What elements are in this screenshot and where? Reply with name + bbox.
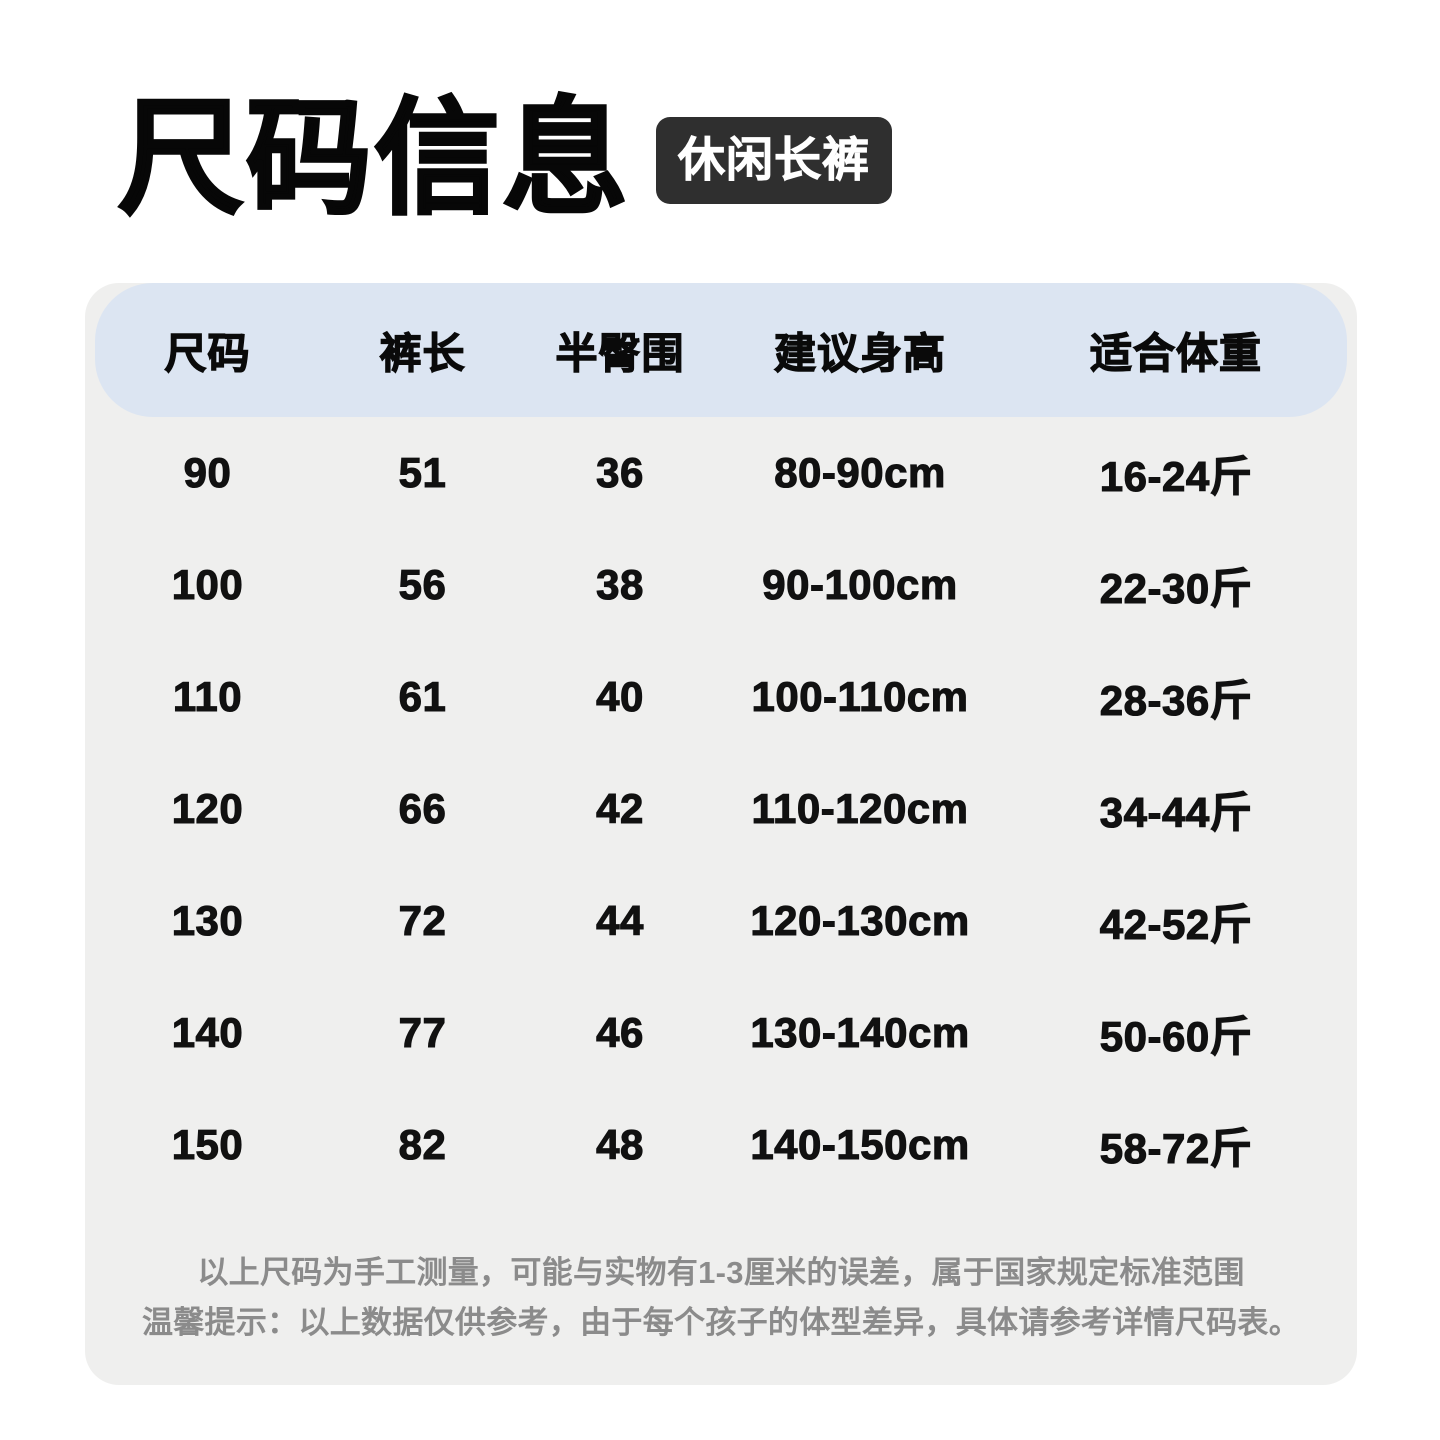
cell-weight: 22-30斤 [1099, 564, 1253, 612]
size-table-card: 尺码 裤长 半臀围 建议身高 适合体重 90 51 36 80-90cm 16-… [85, 283, 1357, 1385]
cell-weight: 28-36斤 [1099, 676, 1253, 724]
cell-size: 100 [171, 560, 244, 608]
column-header-half-hip: 半臀围 [555, 329, 685, 377]
note-reference-reminder: 温馨提示：以上数据仅供参考，由于每个孩子的体型差异，具体请参考详情尺码表。 [141, 1305, 1301, 1341]
cell-height: 140-150cm [750, 1120, 970, 1168]
cell-length: 72 [398, 896, 447, 944]
cell-half-hip: 44 [596, 896, 644, 944]
table-row: 90 51 36 80-90cm 16-24斤 [95, 417, 1347, 529]
cell-size: 150 [171, 1120, 244, 1168]
cell-size: 120 [171, 784, 244, 832]
cell-height: 120-130cm [750, 896, 970, 944]
column-header-pants-length: 裤长 [379, 329, 466, 377]
size-table-header-row: 尺码 裤长 半臀围 建议身高 适合体重 [95, 283, 1347, 417]
cell-half-hip: 46 [596, 1008, 644, 1056]
table-row: 130 72 44 120-130cm 42-52斤 [95, 865, 1347, 977]
page-header: 尺码信息 休闲长裤 [117, 88, 892, 229]
cell-length: 51 [398, 448, 447, 496]
cell-length: 66 [398, 784, 447, 832]
cell-height: 90-100cm [762, 560, 958, 608]
measurement-notes: 以上尺码为手工测量，可能与实物有1-3厘米的误差，属于国家规定标准范围 温馨提示… [85, 1248, 1357, 1348]
column-header-size: 尺码 [164, 329, 251, 377]
cell-length: 77 [398, 1008, 447, 1056]
cell-weight: 34-44斤 [1099, 788, 1253, 836]
cell-height: 100-110cm [751, 672, 969, 720]
cell-weight: 50-60斤 [1099, 1012, 1253, 1060]
table-row: 110 61 40 100-110cm 28-36斤 [95, 641, 1347, 753]
cell-length: 56 [398, 560, 447, 608]
cell-half-hip: 38 [596, 560, 644, 608]
note-measurement-tolerance: 以上尺码为手工测量，可能与实物有1-3厘米的误差，属于国家规定标准范围 [197, 1255, 1245, 1290]
category-badge: 休闲长裤 [656, 117, 892, 204]
page-title: 尺码信息 [117, 88, 630, 229]
table-row: 150 82 48 140-150cm 58-72斤 [95, 1089, 1347, 1201]
table-row: 100 56 38 90-100cm 22-30斤 [95, 529, 1347, 641]
table-row: 140 77 46 130-140cm 50-60斤 [95, 977, 1347, 1089]
cell-height: 110-120cm [751, 784, 969, 832]
column-header-height: 建议身高 [773, 329, 946, 377]
cell-weight: 42-52斤 [1099, 900, 1253, 948]
cell-half-hip: 40 [596, 672, 644, 720]
size-table-body: 90 51 36 80-90cm 16-24斤 100 56 38 90-100… [95, 417, 1347, 1201]
cell-height: 80-90cm [774, 448, 946, 496]
cell-length: 82 [398, 1120, 447, 1168]
cell-weight: 16-24斤 [1099, 452, 1253, 500]
cell-size: 140 [171, 1008, 244, 1056]
cell-weight: 58-72斤 [1099, 1124, 1253, 1172]
table-row: 120 66 42 110-120cm 34-44斤 [95, 753, 1347, 865]
cell-size: 130 [171, 896, 244, 944]
column-header-weight: 适合体重 [1089, 329, 1262, 377]
cell-size: 90 [183, 448, 232, 496]
cell-length: 61 [398, 672, 447, 720]
cell-half-hip: 48 [596, 1120, 644, 1168]
cell-height: 130-140cm [750, 1008, 970, 1056]
cell-half-hip: 36 [596, 448, 644, 496]
cell-half-hip: 42 [596, 784, 644, 832]
cell-size: 110 [172, 672, 243, 720]
